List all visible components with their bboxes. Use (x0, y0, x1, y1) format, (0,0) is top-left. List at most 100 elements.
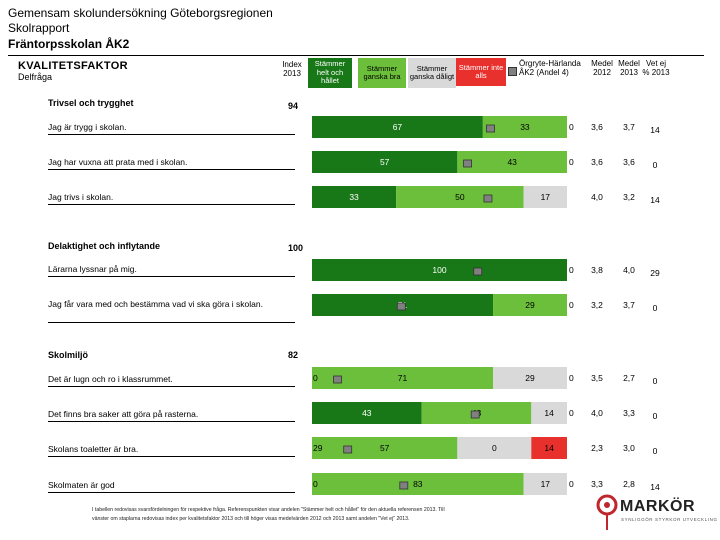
bar-segment (312, 437, 458, 459)
bar-value-label: 57 (380, 443, 390, 453)
footnote-line-1: I tabellen redovisas svarsfördelningen f… (92, 507, 445, 513)
reference-marker (470, 410, 480, 419)
bar-value-label: 17 (541, 192, 551, 202)
legend-ganska-bra: Stämmer ganska bra (358, 58, 406, 88)
legend-inte-alls: Stämmer inte alls (456, 58, 506, 86)
bar-value-label: 17 (541, 479, 551, 489)
bar-value-label: 0 (569, 300, 574, 310)
m2013-value: 3,0 (623, 443, 635, 453)
question-text: Lärarna lyssnar på mig. (48, 264, 137, 274)
bar-segment (523, 473, 567, 495)
question-divider (48, 456, 295, 457)
section-delaktighet: Delaktighet och inflytande (48, 241, 161, 251)
bar-value-label: 29 (525, 300, 535, 310)
reference-column-header: Örgryte-Härlanda ÅK2 (Andel 4) (519, 59, 581, 77)
bar-segment (396, 186, 524, 208)
footnote: I tabellen redovisas svarsfördelningen f… (92, 506, 612, 524)
bar-segment (457, 437, 532, 459)
index-delaktighet: 100 (288, 243, 304, 253)
question-divider (48, 492, 295, 493)
bar-value-label: 0 (569, 408, 574, 418)
section-skolmiljo: Skolmiljö (48, 350, 89, 360)
bar-segment (482, 116, 567, 138)
bar-segment (457, 151, 567, 173)
m2013-value: 2,7 (623, 373, 635, 383)
bar-segment (523, 186, 567, 208)
reference-marker (396, 302, 406, 311)
m2012-value: 4,0 (591, 408, 603, 418)
logo-wordmark: MARKÖR (620, 498, 695, 515)
vetej-value: 0 (653, 411, 658, 421)
bars-layer: 67 33 0 3,6 3,7 14 57 43 0 3,6 3,6 0 33 50 17 4,0 3,2 14 1… (312, 116, 660, 495)
footnote-line-2: vänster om staplarna redovisas index per… (92, 516, 410, 522)
bar-value-label: 0 (492, 443, 497, 453)
m2013-value: 3,6 (623, 157, 635, 167)
delfraga-label: Delfråga (18, 72, 53, 82)
vetej-value: 0 (653, 160, 658, 170)
m2013-value: 3,7 (623, 122, 635, 132)
m2012-value: 3,2 (591, 300, 603, 310)
bar-value-label: 0 (569, 373, 574, 383)
reference-marker (333, 375, 342, 384)
bar-value-label: 50 (455, 192, 465, 202)
medel-2012-header: Medel 2012 (591, 59, 613, 77)
bar-value-label: 0 (569, 479, 574, 489)
bar-value-label: 0 (569, 157, 574, 167)
bar-segment (312, 473, 524, 495)
vetej-value: 29 (650, 268, 660, 278)
vetej-value: 14 (650, 482, 660, 492)
section-trivsel: Trivsel och trygghet (48, 98, 134, 108)
bar-value-label: 29 (313, 443, 323, 453)
vetej-value: 14 (650, 125, 660, 135)
report-title: Gemensam skolundersökning Göteborgsregio… (8, 6, 273, 20)
bar-value-label: 14 (544, 443, 554, 453)
reference-marker (399, 481, 409, 490)
m2012-value: 3,5 (591, 373, 603, 383)
reference-marker (483, 194, 493, 203)
reference-marker (473, 267, 483, 276)
question-text: Jag trivs i skolan. (48, 192, 114, 202)
bar-value-label: 57 (380, 157, 390, 167)
vetej-value: 0 (653, 303, 658, 313)
bar-segment (312, 151, 458, 173)
m2012-value: 3,6 (591, 122, 603, 132)
bar-segment (312, 116, 483, 138)
m2013-value: 3,3 (623, 408, 635, 418)
bar-value-label: 29 (525, 373, 535, 383)
bar-segment (312, 186, 397, 208)
index-trivsel: 94 (288, 101, 299, 111)
m2013-value: 3,7 (623, 300, 635, 310)
m2012-value: 3,6 (591, 157, 603, 167)
question-text: Jag har vuxna att prata med i skolan. (48, 157, 188, 167)
school-name: Fräntorpsskolan ÅK2 (8, 37, 130, 51)
reference-marker (463, 159, 472, 168)
bar-segment (312, 259, 567, 281)
bar-segment (493, 294, 567, 316)
bar-segment (312, 367, 494, 389)
bar-value-label: 14 (544, 408, 554, 418)
m2013-value: 3,2 (623, 192, 635, 202)
vetej-value: 0 (653, 446, 658, 456)
vet-ej-header: Vet ej % 2013 (642, 59, 670, 77)
bar-value-label: 67 (393, 122, 403, 132)
m2012-value: 3,3 (591, 479, 603, 489)
question-text: Jag är trygg i skolan. (48, 122, 127, 132)
m2012-value: 2,3 (591, 443, 603, 453)
medel-2013-header: Medel 2013 (618, 59, 640, 77)
question-text: Skolmaten är god (48, 480, 115, 490)
reference-marker-icon (508, 67, 517, 76)
bar-value-label: 100 (432, 265, 446, 275)
question-divider (48, 421, 295, 422)
question-divider (48, 134, 295, 135)
m2012-value: 4,0 (591, 192, 603, 202)
bar-value-label: 43 (362, 408, 372, 418)
m2013-value: 2,8 (623, 479, 635, 489)
bar-value-label: 0 (313, 373, 318, 383)
report-subtitle: Skolrapport (8, 21, 70, 35)
m2013-value: 4,0 (623, 265, 635, 275)
index-column-header: Index 2013 (282, 60, 302, 78)
index-skolmiljo: 82 (288, 350, 299, 360)
question-divider (48, 204, 295, 205)
vetej-value: 14 (650, 195, 660, 205)
